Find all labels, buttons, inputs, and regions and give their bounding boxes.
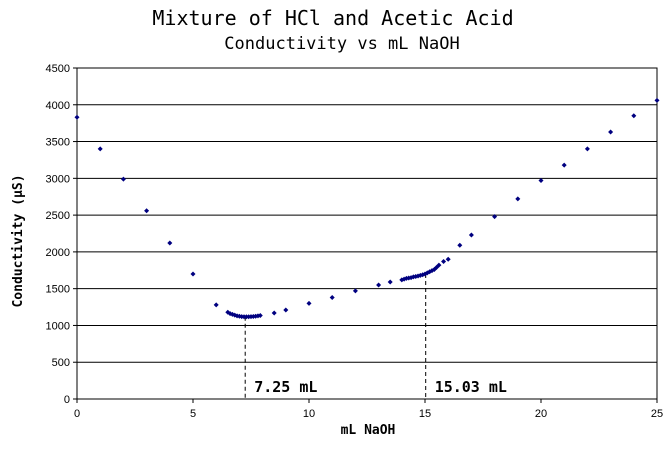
- plot-area: [76, 67, 658, 400]
- x-tick-label: 0: [74, 408, 80, 420]
- y-tick-label: 4500: [46, 63, 70, 75]
- x-tick-label: 10: [303, 408, 315, 420]
- data-point: [257, 313, 263, 319]
- y-tick-label: 2500: [46, 210, 70, 222]
- annotation-label: 15.03 mL: [435, 378, 507, 396]
- data-point: [306, 300, 312, 306]
- data-point: [515, 196, 521, 202]
- data-point: [468, 232, 474, 238]
- data-point: [213, 302, 219, 308]
- data-point: [608, 129, 614, 135]
- data-points: [74, 97, 660, 320]
- data-point: [97, 146, 103, 152]
- gridlines: [77, 104, 657, 363]
- x-tick-label: 25: [651, 408, 663, 420]
- data-point: [387, 279, 393, 285]
- data-point: [441, 258, 447, 264]
- data-point: [584, 146, 590, 152]
- y-tick-label: 3000: [46, 173, 70, 185]
- y-tick-label: 3500: [46, 137, 70, 149]
- data-point: [352, 288, 358, 294]
- data-point: [120, 176, 126, 182]
- data-point: [271, 310, 277, 316]
- data-point: [561, 162, 567, 168]
- annotations: 7.25 mL 15.03 mL: [244, 273, 507, 399]
- data-point: [457, 242, 463, 248]
- data-point: [167, 240, 173, 246]
- x-tick-label: 15: [419, 408, 431, 420]
- y-tick-label: 500: [52, 357, 70, 369]
- data-point: [436, 262, 442, 268]
- y-tick-label: 2000: [46, 247, 70, 259]
- x-tick-label: 5: [190, 408, 196, 420]
- x-tick-label: 20: [535, 408, 547, 420]
- y-tick-label: 1000: [46, 320, 70, 332]
- y-tick-label: 1500: [46, 284, 70, 296]
- data-point: [329, 294, 335, 300]
- data-point: [253, 313, 259, 319]
- data-point: [190, 271, 196, 277]
- y-tick-label: 0: [64, 394, 70, 406]
- y-axis-label: Conductivity (µS): [11, 174, 26, 307]
- data-point: [144, 208, 150, 214]
- data-point: [538, 178, 544, 184]
- x-axis-label: mL NaOH: [341, 423, 396, 438]
- y-tick-label: 4000: [46, 100, 70, 112]
- chart-title: Mixture of HCl and Acetic Acid: [152, 6, 513, 30]
- x-axis-ticks: 0 5 10 15 20 25: [74, 399, 663, 420]
- data-point: [631, 113, 637, 119]
- data-point: [376, 282, 382, 288]
- data-point: [445, 256, 451, 262]
- data-point: [283, 307, 289, 313]
- y-axis-ticks: 0 500 1000 1500 2000 2500 3000 3500 4000 4500: [46, 63, 77, 406]
- data-point: [74, 114, 80, 120]
- data-point: [492, 214, 498, 220]
- annotation-label: 7.25 mL: [254, 378, 317, 396]
- chart-subtitle: Conductivity vs mL NaOH: [224, 34, 459, 54]
- data-point: [654, 97, 660, 103]
